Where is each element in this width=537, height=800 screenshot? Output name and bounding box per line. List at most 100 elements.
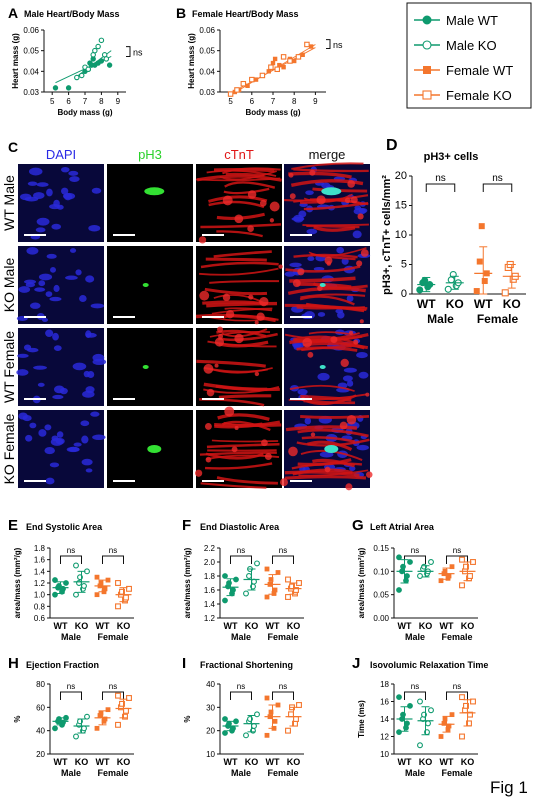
fiber <box>224 307 273 312</box>
nucleus <box>45 329 54 338</box>
data-point <box>246 573 252 579</box>
significance-bracket <box>230 691 252 700</box>
group-label: Male <box>231 632 251 642</box>
data-point <box>52 591 58 598</box>
data-point <box>115 580 121 586</box>
fiber-spot <box>254 371 260 377</box>
fiber <box>297 428 369 438</box>
x-tick-label: KO <box>287 621 301 631</box>
fiber <box>208 200 265 209</box>
fiber-spot <box>247 225 254 233</box>
data-point <box>243 590 249 597</box>
nucleus <box>53 345 62 351</box>
micrograph-bg <box>107 328 193 406</box>
data-point <box>285 594 291 600</box>
y-axis-label: pH3+, cTnT+ cells/mm² <box>381 175 393 295</box>
chart-title: Isovolumic Relaxation Time <box>370 660 488 670</box>
nucleus <box>82 390 95 398</box>
panel-letter: F <box>182 517 191 534</box>
micrograph-bg <box>18 410 104 488</box>
y-tick-label: 10 <box>206 750 215 759</box>
x-tick-label: KO <box>446 297 464 311</box>
fiber-spot <box>324 466 331 473</box>
nucleus <box>51 223 62 230</box>
data-point <box>288 711 294 718</box>
y-tick-label: 0.04 <box>199 67 215 76</box>
data-point <box>476 258 483 265</box>
y-tick-label: 2.0 <box>204 558 216 567</box>
fiber <box>196 359 266 368</box>
data-point <box>227 91 234 97</box>
nucleus <box>36 182 49 187</box>
data-point <box>473 288 480 295</box>
data-point <box>222 573 228 579</box>
data-point <box>268 64 274 70</box>
y-tick-label: 20 <box>206 727 215 736</box>
data-point <box>115 721 121 728</box>
data-point <box>292 58 297 64</box>
group-label: Male <box>231 768 251 778</box>
nucleus <box>68 170 79 176</box>
data-point <box>417 698 423 705</box>
fiber-spot <box>225 310 235 319</box>
nucleus <box>356 351 368 359</box>
ph3-spot <box>142 283 149 287</box>
nucleus <box>313 266 325 271</box>
fiber-spot <box>269 218 275 223</box>
nucleus <box>34 287 46 292</box>
nucleus <box>36 217 50 226</box>
significance-label: ns <box>279 546 287 555</box>
data-point <box>417 573 423 579</box>
data-point <box>459 733 465 740</box>
data-point <box>442 716 448 722</box>
y-tick-label: 0 <box>401 288 407 300</box>
group-label: Female <box>97 768 128 778</box>
data-point <box>94 725 100 731</box>
fiber <box>285 425 358 432</box>
micrograph-cell <box>107 410 193 488</box>
x-tick-label: WT <box>96 757 110 767</box>
data-point <box>407 559 413 565</box>
y-axis-label: Heart mass (g) <box>11 33 20 89</box>
fiber-spot <box>214 337 224 347</box>
data-point <box>274 66 280 73</box>
fiber-spot <box>347 180 356 188</box>
group-label: Female <box>441 768 472 778</box>
x-tick-label: WT <box>474 297 493 311</box>
data-point <box>122 713 128 720</box>
group-label: Female <box>441 632 472 642</box>
data-point <box>449 712 455 718</box>
panel-letter: H <box>8 655 19 672</box>
group-label: Male <box>61 768 81 778</box>
data-point <box>98 710 104 716</box>
fiber <box>296 346 358 352</box>
data-point <box>428 707 434 714</box>
fiber <box>285 265 361 273</box>
micrograph-cell <box>195 246 283 325</box>
panel-letter-c: C <box>8 139 18 155</box>
legend-marker <box>422 40 432 50</box>
y-tick-label: 40 <box>36 727 45 736</box>
nucleus <box>18 286 31 293</box>
fiber-spot <box>307 351 314 358</box>
data-point <box>94 574 100 580</box>
data-point <box>115 692 121 699</box>
significance-bracket <box>230 555 252 564</box>
y-tick-label: 1.8 <box>34 544 46 553</box>
x-tick-label: KO <box>419 621 433 631</box>
data-point <box>65 85 72 91</box>
fiber <box>306 440 353 451</box>
y-tick-label: 18 <box>380 680 389 689</box>
chart-j: J Isovolumic Relaxation Time 10 12 14 16 18 Tim… <box>352 655 488 778</box>
micrograph-cell <box>16 246 105 324</box>
nucleus <box>85 330 92 339</box>
data-point <box>73 591 79 598</box>
fiber <box>284 194 369 202</box>
micrograph-bg <box>107 164 193 242</box>
fiber-spot <box>204 422 212 430</box>
data-point <box>94 592 100 598</box>
fiber-spot <box>218 333 224 339</box>
significance-label: ns <box>133 48 143 58</box>
nucleus <box>72 362 87 371</box>
data-point <box>277 62 282 68</box>
